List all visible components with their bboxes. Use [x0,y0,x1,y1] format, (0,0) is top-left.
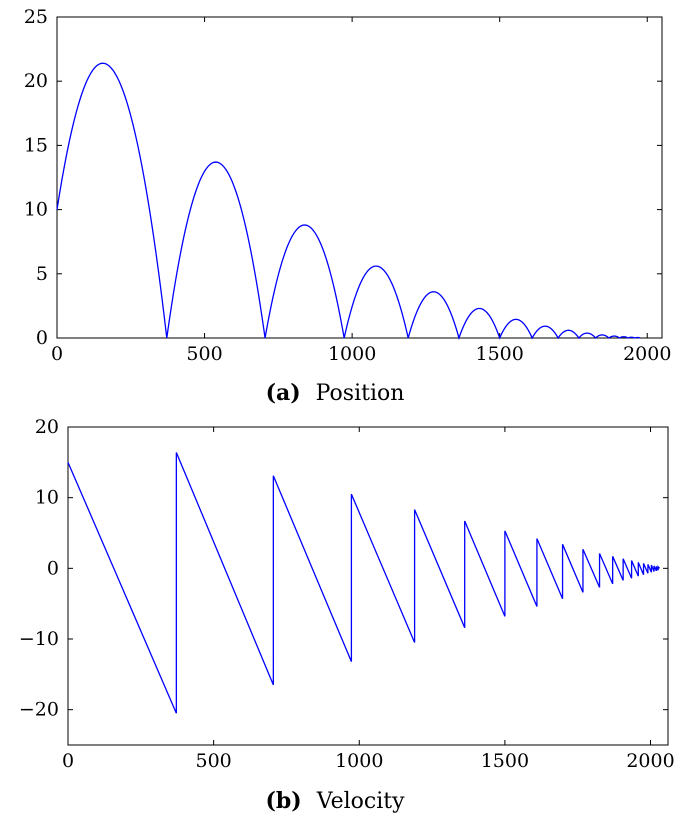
velocity-x-tick-label: 1500 [481,750,529,772]
position-caption-label: (a) [266,380,301,406]
position-x-tick-label: 1000 [328,343,376,365]
velocity-tick-labels: 0 500 1000 1500 2000 −20 −10 0 10 20 [19,416,675,772]
position-x-tick-label: 0 [51,343,63,365]
velocity-y-tick-label: 10 [35,487,59,509]
velocity-caption: (b) Velocity [266,788,406,814]
velocity-x-tick-label: 1000 [335,750,383,772]
position-y-tick-label: 5 [36,263,48,285]
position-tick-labels: 0 500 1000 1500 2000 0 5 10 15 20 25 [24,6,672,365]
position-series-line [56,62,641,341]
velocity-caption-text: Velocity [316,789,405,814]
position-axis-ticks [56,16,662,339]
velocity-x-tick-label: 0 [62,750,74,772]
position-chart: 0 500 1000 1500 2000 0 5 10 15 20 25 (a) Position [24,6,672,406]
position-x-tick-label: 500 [186,343,222,365]
velocity-y-tick-label: 0 [47,557,59,579]
velocity-y-tick-label: 20 [35,416,59,438]
position-y-tick-label: 25 [24,6,48,28]
position-x-tick-label: 2000 [623,343,671,365]
velocity-chart: 0 500 1000 1500 2000 −20 −10 0 10 20 (b) Velocity [19,416,675,814]
position-caption-text: Position [316,381,405,406]
position-y-tick-label: 15 [24,134,48,156]
position-x-tick-label: 1500 [476,343,524,365]
position-y-tick-label: 10 [24,199,48,221]
position-y-tick-label: 0 [36,327,48,349]
velocity-caption-label: (b) [266,788,302,814]
velocity-y-tick-label: −20 [19,699,59,721]
velocity-series-line [67,452,661,714]
velocity-y-tick-label: −10 [19,628,59,650]
velocity-x-tick-label: 500 [195,750,231,772]
position-y-tick-label: 20 [24,70,48,92]
velocity-plot-frame [67,426,669,746]
position-caption: (a) Position [266,380,405,406]
velocity-axis-ticks [67,426,668,745]
velocity-x-tick-label: 2000 [626,750,674,772]
position-plot-frame [56,16,663,339]
